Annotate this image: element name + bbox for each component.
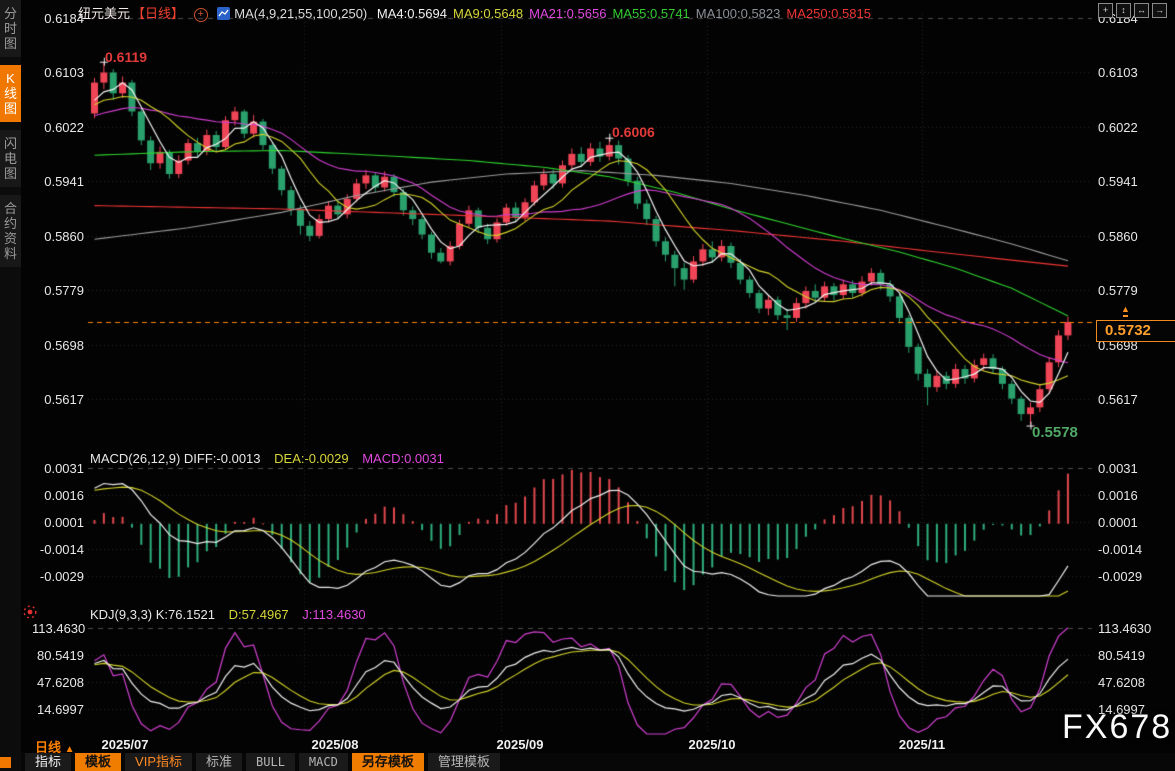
last-price-tag: 0.5732: [1096, 320, 1175, 342]
ma-values: MA4:0.5694 MA9:0.5648 MA21:0.5656 MA55:0.57…: [377, 6, 877, 21]
sidebar-tab-闪电图[interactable]: 闪电图: [0, 130, 21, 187]
bottom-tab-BULL[interactable]: BULL: [246, 753, 295, 771]
axis-label: 0.5779: [44, 283, 84, 299]
chevron-up-icon: ▲: [64, 744, 75, 755]
axis-label: 0.5698: [44, 337, 84, 353]
axis-label: 47.6208: [1098, 674, 1145, 690]
month-label: 2025/10: [688, 737, 736, 752]
ma-value: MA4:0.5694: [376, 6, 447, 21]
move-icon[interactable]: +: [1098, 3, 1113, 18]
axis-label: 0.6184: [44, 11, 84, 26]
axis-label: 0.0001: [1098, 515, 1138, 530]
kdj-k-value: KDJ(9,3,3) K:76.1521: [90, 607, 216, 622]
axis-label: 0.5860: [44, 228, 84, 244]
bottom-tab-标准[interactable]: 标准: [196, 753, 243, 771]
macd-dea-value: DEA:-0.0029: [274, 451, 349, 466]
ma-value: MA250:0.5815: [786, 6, 871, 21]
axis-label: 0.6103: [44, 65, 84, 81]
axis-label: 14.6997: [37, 701, 84, 717]
exit-icon[interactable]: →: [1152, 3, 1167, 18]
axis-label: 14.6997: [1098, 701, 1145, 717]
bottom-tab-管理模板[interactable]: 管理模板: [427, 753, 500, 771]
axis-label: -0.0014: [1098, 542, 1143, 557]
bottom-tab-MACD[interactable]: MACD: [298, 753, 348, 771]
axis-label: 80.5419: [37, 647, 84, 663]
axis-label: 113.4630: [32, 621, 86, 636]
bottom-tab-VIP指标[interactable]: VIP指标: [125, 753, 192, 771]
axis-label: 0.0031: [1098, 461, 1138, 476]
sidebar-tab-分时图[interactable]: 分时图: [0, 0, 21, 57]
axis-label: 0.6022: [44, 119, 84, 135]
chart-toolbar-icons: + ↕ ↔ →: [1098, 3, 1167, 18]
axis-label: 47.6208: [37, 674, 84, 690]
ma-value: MA55:0.5741: [612, 6, 690, 21]
axis-label: 0.5698: [1098, 337, 1138, 353]
kdj-d-value: D:57.4967: [228, 607, 289, 622]
bottom-toolbar: 指标 模板 VIP指标 标准 BULL MACD 另存模板 管理模板: [21, 753, 1175, 771]
axis-label: 0.0016: [44, 488, 84, 503]
axis-label: 80.5419: [1098, 647, 1145, 663]
chart-header: 纽元美元 【日线】 + MA(4,9,21,55,100,250) MA4:0.5…: [78, 3, 883, 22]
time-axis: 日线 ▲ 2025/07 2025/08 2025/09 2025/10 2025/11: [21, 736, 1175, 755]
ma-value: MA21:0.5656: [529, 6, 607, 21]
axis-label: -0.0014: [39, 542, 84, 557]
bottom-tab-指标[interactable]: 指标: [25, 753, 72, 771]
axis-label: 0.6103: [1098, 65, 1138, 81]
ma-params-label: MA(4,9,21,55,100,250): [234, 6, 368, 21]
axis-label: 0.5941: [44, 174, 84, 190]
month-label: 2025/08: [311, 737, 359, 752]
axis-label: 0.5779: [1098, 283, 1138, 299]
macd-value: MACD:0.0031: [362, 451, 444, 466]
scale-vertical-icon[interactable]: ↕: [1116, 3, 1131, 18]
bottom-tab-模板[interactable]: 模板: [75, 753, 122, 771]
period-selector[interactable]: 日线 ▲: [35, 740, 75, 755]
axis-label: 0.6022: [1098, 119, 1138, 135]
circled-plus-icon[interactable]: +: [193, 8, 208, 22]
axis-label: 0.0031: [44, 461, 84, 476]
axis-label: 0.5860: [1098, 228, 1138, 244]
kdj-panel-header: KDJ(9,3,3) K:76.1521 D:57.4967 J:113.463…: [90, 607, 366, 622]
axis-label: -0.0029: [39, 569, 84, 584]
watermark: FX678: [1062, 708, 1173, 746]
ma-value: MA100:0.5823: [695, 6, 781, 21]
month-label: 2025/09: [496, 737, 544, 752]
sidebar-tab-合约资料[interactable]: 合约资料: [0, 195, 21, 267]
month-label: 2025/11: [898, 737, 946, 752]
axis-label: 0.5941: [1098, 174, 1138, 190]
symbol-title: 纽元美元: [78, 6, 131, 21]
high-annotation-2: 0.6006: [612, 124, 655, 140]
price-alert-icon: ▲: [1121, 305, 1130, 317]
bottom-tab-另存模板[interactable]: 另存模板: [351, 753, 424, 771]
axis-label: 0.0016: [1098, 488, 1138, 503]
pane-marker-icon: [23, 605, 37, 619]
period-tag: 【日线】: [132, 6, 185, 21]
axis-label: 0.5617: [1098, 392, 1138, 408]
month-label: 2025/07: [101, 737, 149, 752]
axis-label: -0.0029: [1098, 569, 1143, 584]
corner-accent: [0, 757, 11, 768]
macd-panel-header: MACD(26,12,9) DIFF:-0.0013 DEA:-0.0029 M…: [90, 451, 444, 466]
ma-value: MA9:0.5648: [453, 6, 524, 21]
axis-label: 0.0001: [44, 515, 84, 530]
kdj-j-value: J:113.4630: [302, 607, 366, 622]
high-annotation-1: 0.6119: [105, 49, 148, 65]
low-annotation: 0.5578: [1032, 424, 1078, 441]
sidebar-tab-K线图[interactable]: K线图: [0, 65, 21, 122]
sidebar: 分时图 K线图闪电图合约资料: [0, 0, 21, 771]
axis-label: 0.5617: [44, 392, 84, 408]
scale-horizontal-icon[interactable]: ↔: [1134, 3, 1149, 18]
line-chart-icon: [217, 7, 231, 20]
macd-title: MACD(26,12,9) DIFF:-0.0013: [90, 451, 261, 466]
axis-label: 113.4630: [1098, 621, 1152, 636]
